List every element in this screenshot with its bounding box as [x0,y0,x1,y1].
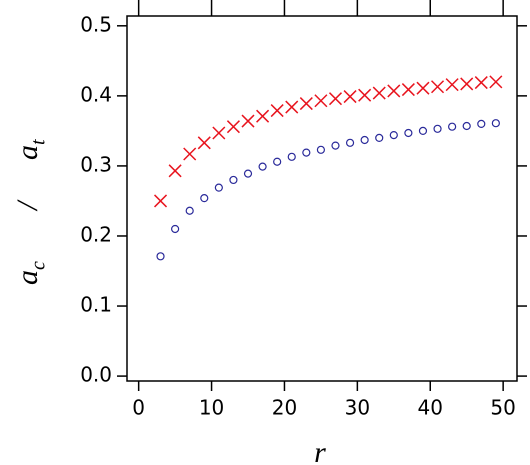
y-label-sub: c [28,261,50,270]
point [229,175,238,185]
point [360,135,369,145]
point [154,194,168,208]
point [445,78,459,92]
plot-frame [126,15,518,382]
point [156,252,165,261]
y-tick-label: 0.5 [80,12,112,36]
x-tick-label: 50 [490,396,515,420]
point [258,162,267,171]
point [331,141,340,150]
point [460,77,474,91]
point [448,122,457,131]
point [401,83,415,97]
point [462,121,471,131]
y-tick-label: 0.3 [80,152,112,176]
x-tick-label: 30 [345,396,370,420]
y-label-base: a [11,270,44,285]
x-tick-label: 40 [418,396,443,420]
point [389,130,398,140]
point [474,76,488,90]
point [243,169,253,178]
x-tick-label: 0 [132,396,145,420]
x-tick-label: 10 [199,396,224,420]
point [431,80,445,94]
x-tick-label: 20 [272,396,297,420]
point [433,124,442,133]
y-tick-label: 0.4 [80,82,112,106]
point [241,114,255,128]
point [226,120,240,134]
point [477,119,486,128]
point [183,147,197,161]
point [418,126,428,135]
point [200,194,209,203]
point [358,88,372,102]
point [491,119,500,128]
y-tick-label: 0.0 [80,363,112,387]
point [314,94,328,108]
point [270,104,284,118]
point [302,148,311,157]
y-label-base: a [11,145,44,160]
point [214,183,223,192]
point [345,138,355,147]
point [416,81,430,95]
point [256,109,270,123]
point [316,145,326,154]
point [197,136,211,150]
point [287,152,296,161]
y-tick-label: 0.2 [80,222,112,246]
point [273,157,282,166]
y-label-sub: t [28,139,50,145]
point [375,133,384,143]
point [343,90,357,104]
point [212,126,226,140]
y-label-slash: / [11,199,44,212]
x-axis-label: r [314,436,326,465]
y-tick-label: 0.1 [80,293,112,317]
point [168,164,182,178]
point [185,206,194,215]
point [285,100,299,114]
point [489,75,503,89]
y-axis-label: a c / a t [11,139,50,285]
point [328,92,343,106]
point [404,128,413,138]
point [299,97,313,111]
point [171,224,180,234]
point [372,86,386,100]
point [387,84,401,98]
